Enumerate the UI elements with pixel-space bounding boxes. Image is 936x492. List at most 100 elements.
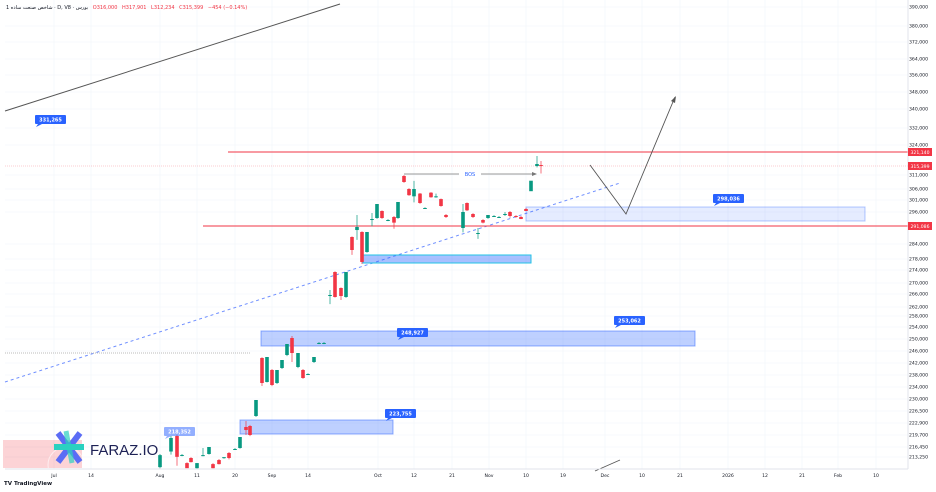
candle[interactable]: [175, 434, 179, 466]
candle[interactable]: [492, 215, 496, 217]
candle[interactable]: [301, 369, 305, 379]
candle[interactable]: [312, 357, 316, 363]
candle[interactable]: [280, 360, 284, 369]
candle[interactable]: [211, 463, 215, 469]
symbol-name[interactable]: 1 شاخص صنعت ساده · D, V8 · بورس: [6, 5, 89, 11]
candle-body: [339, 288, 343, 297]
candle[interactable]: [524, 207, 528, 212]
price-label-callout[interactable]: 218,352: [164, 427, 195, 439]
candle[interactable]: [529, 180, 533, 192]
demand-zone-mid[interactable]: [362, 254, 532, 264]
candle-body: [514, 215, 518, 217]
candle[interactable]: [248, 424, 252, 437]
candle[interactable]: [539, 161, 543, 174]
candle[interactable]: [233, 448, 237, 450]
candle[interactable]: [285, 344, 289, 357]
candle[interactable]: [217, 459, 221, 465]
candle[interactable]: [350, 236, 354, 255]
tradingview-footer[interactable]: 𝗧𝗩 TradingView: [4, 481, 52, 487]
time-axis[interactable]: Jul 14 Aug 11 20 Sep 14 Oct 12 21 Nov 10 19 Dec 10 21 20…: [50, 473, 879, 479]
bos-arrow[interactable]: BOS: [404, 170, 537, 178]
y-tick-label: 274,000: [909, 268, 928, 274]
candle-body: [322, 342, 326, 344]
candle[interactable]: [227, 452, 231, 460]
candle[interactable]: [519, 215, 523, 220]
candle[interactable]: [260, 357, 264, 387]
candle[interactable]: [169, 435, 173, 455]
candle[interactable]: [270, 369, 274, 387]
candle[interactable]: [189, 457, 193, 463]
candle[interactable]: [471, 213, 475, 218]
candle[interactable]: [402, 175, 406, 183]
trend-line[interactable]: [4, 3, 341, 112]
y-tick-label: 219,700: [909, 433, 928, 439]
candle[interactable]: [339, 287, 343, 301]
price-label-callout[interactable]: 298,036: [713, 194, 744, 206]
candle[interactable]: [296, 353, 300, 369]
zone-223[interactable]: [239, 419, 394, 435]
candle[interactable]: [355, 214, 359, 240]
candle[interactable]: [396, 201, 400, 219]
x-tick-label: 2026: [722, 473, 734, 479]
candle[interactable]: [486, 214, 490, 219]
candle[interactable]: [333, 271, 337, 298]
candle[interactable]: [407, 188, 411, 196]
candle[interactable]: [439, 198, 443, 207]
candle[interactable]: [386, 219, 390, 222]
candle[interactable]: [244, 421, 248, 435]
candle[interactable]: [514, 215, 518, 218]
candle[interactable]: [195, 463, 199, 469]
candle[interactable]: [158, 454, 162, 469]
candle[interactable]: [476, 227, 480, 239]
candle-body: [402, 176, 406, 182]
price-label-callout[interactable]: 253,062: [614, 316, 645, 328]
candle[interactable]: [290, 336, 294, 363]
candle[interactable]: [465, 202, 469, 212]
candle[interactable]: [380, 210, 384, 219]
candle[interactable]: [328, 289, 332, 305]
candle-body: [418, 193, 422, 203]
candle[interactable]: [265, 357, 269, 383]
candle[interactable]: [306, 373, 310, 376]
zone-248[interactable]: [260, 330, 696, 347]
price-label-callout[interactable]: 331,265: [35, 115, 66, 127]
candle[interactable]: [434, 193, 438, 198]
price-label-callout[interactable]: 223,755: [385, 409, 416, 421]
candle[interactable]: [508, 211, 512, 218]
candle[interactable]: [207, 447, 211, 455]
candle[interactable]: [222, 457, 226, 459]
candle[interactable]: [429, 192, 433, 198]
candle[interactable]: [412, 180, 416, 203]
price-label-callout[interactable]: 248,927: [397, 328, 428, 340]
candle[interactable]: [418, 192, 422, 204]
candle[interactable]: [497, 215, 501, 218]
candle[interactable]: [481, 219, 485, 224]
projection-path[interactable]: [589, 96, 676, 215]
candle[interactable]: [275, 369, 279, 384]
candle[interactable]: [503, 212, 507, 216]
candle[interactable]: [535, 155, 539, 168]
candle[interactable]: [254, 399, 258, 417]
candle[interactable]: [201, 448, 205, 457]
candle[interactable]: [461, 204, 465, 233]
candle[interactable]: [238, 436, 242, 449]
candle[interactable]: [392, 215, 396, 229]
candle[interactable]: [344, 272, 348, 298]
candle[interactable]: [370, 212, 374, 227]
price-axis[interactable]: 390,000 380,000 372,000 364,000 356,000 348,0…: [909, 5, 928, 461]
demand-zone-upper[interactable]: [525, 206, 866, 222]
candle-body: [317, 342, 321, 344]
candle[interactable]: [365, 231, 369, 253]
candle-body: [465, 203, 469, 211]
candle[interactable]: [317, 342, 321, 345]
candle[interactable]: [360, 231, 364, 265]
candle[interactable]: [185, 462, 189, 469]
price-axis-tag: 291,086: [908, 222, 932, 230]
candle[interactable]: [180, 454, 184, 457]
candle[interactable]: [375, 204, 379, 219]
candle[interactable]: [444, 213, 448, 218]
candle[interactable]: [322, 342, 326, 345]
y-tick-label: 301,000: [909, 198, 928, 204]
candle[interactable]: [423, 207, 427, 209]
